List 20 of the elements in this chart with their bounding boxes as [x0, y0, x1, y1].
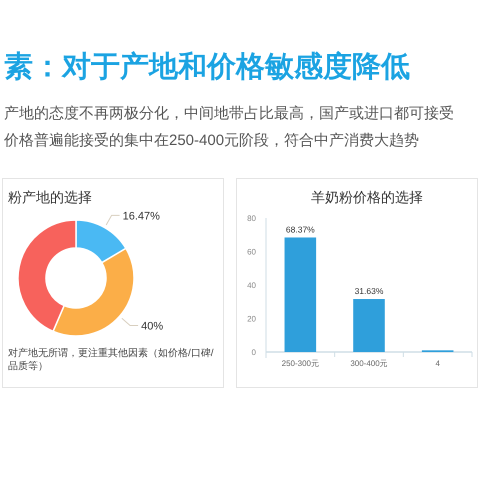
data-label: 31.63%	[354, 286, 384, 296]
x-tick-label: 4	[435, 359, 440, 368]
text: 对产地无所谓，更注重其他因素（如价格/口碑/品质等）	[8, 347, 214, 372]
x-tick-label: 250-300元	[282, 359, 320, 368]
y-tick-label: 40	[247, 281, 257, 290]
y-tick-label: 60	[247, 248, 257, 256]
y-tick-label: 80	[247, 214, 257, 223]
chart-title: 羊奶粉价格的选择	[311, 189, 423, 205]
bar	[284, 237, 316, 352]
bar	[353, 299, 385, 352]
y-tick-label: 20	[247, 314, 257, 324]
text: 产地的态度不再两极分化，中间地带占比最高，国产或进口都可接受	[4, 105, 454, 122]
data-label: 68.37%	[286, 224, 316, 234]
x-tick-label: 300-400元	[350, 359, 388, 368]
data-label: 40%	[141, 320, 164, 333]
y-tick-label: 0	[252, 348, 257, 357]
text: 素：对于产地和价格敏感度降低	[4, 50, 410, 83]
chart-title: 粉产地的选择	[8, 189, 92, 205]
data-label: 16.47%	[122, 210, 160, 222]
text: 价格普遍能接受的集中在250-400元阶段，符合中产消费大趋势	[3, 132, 420, 149]
